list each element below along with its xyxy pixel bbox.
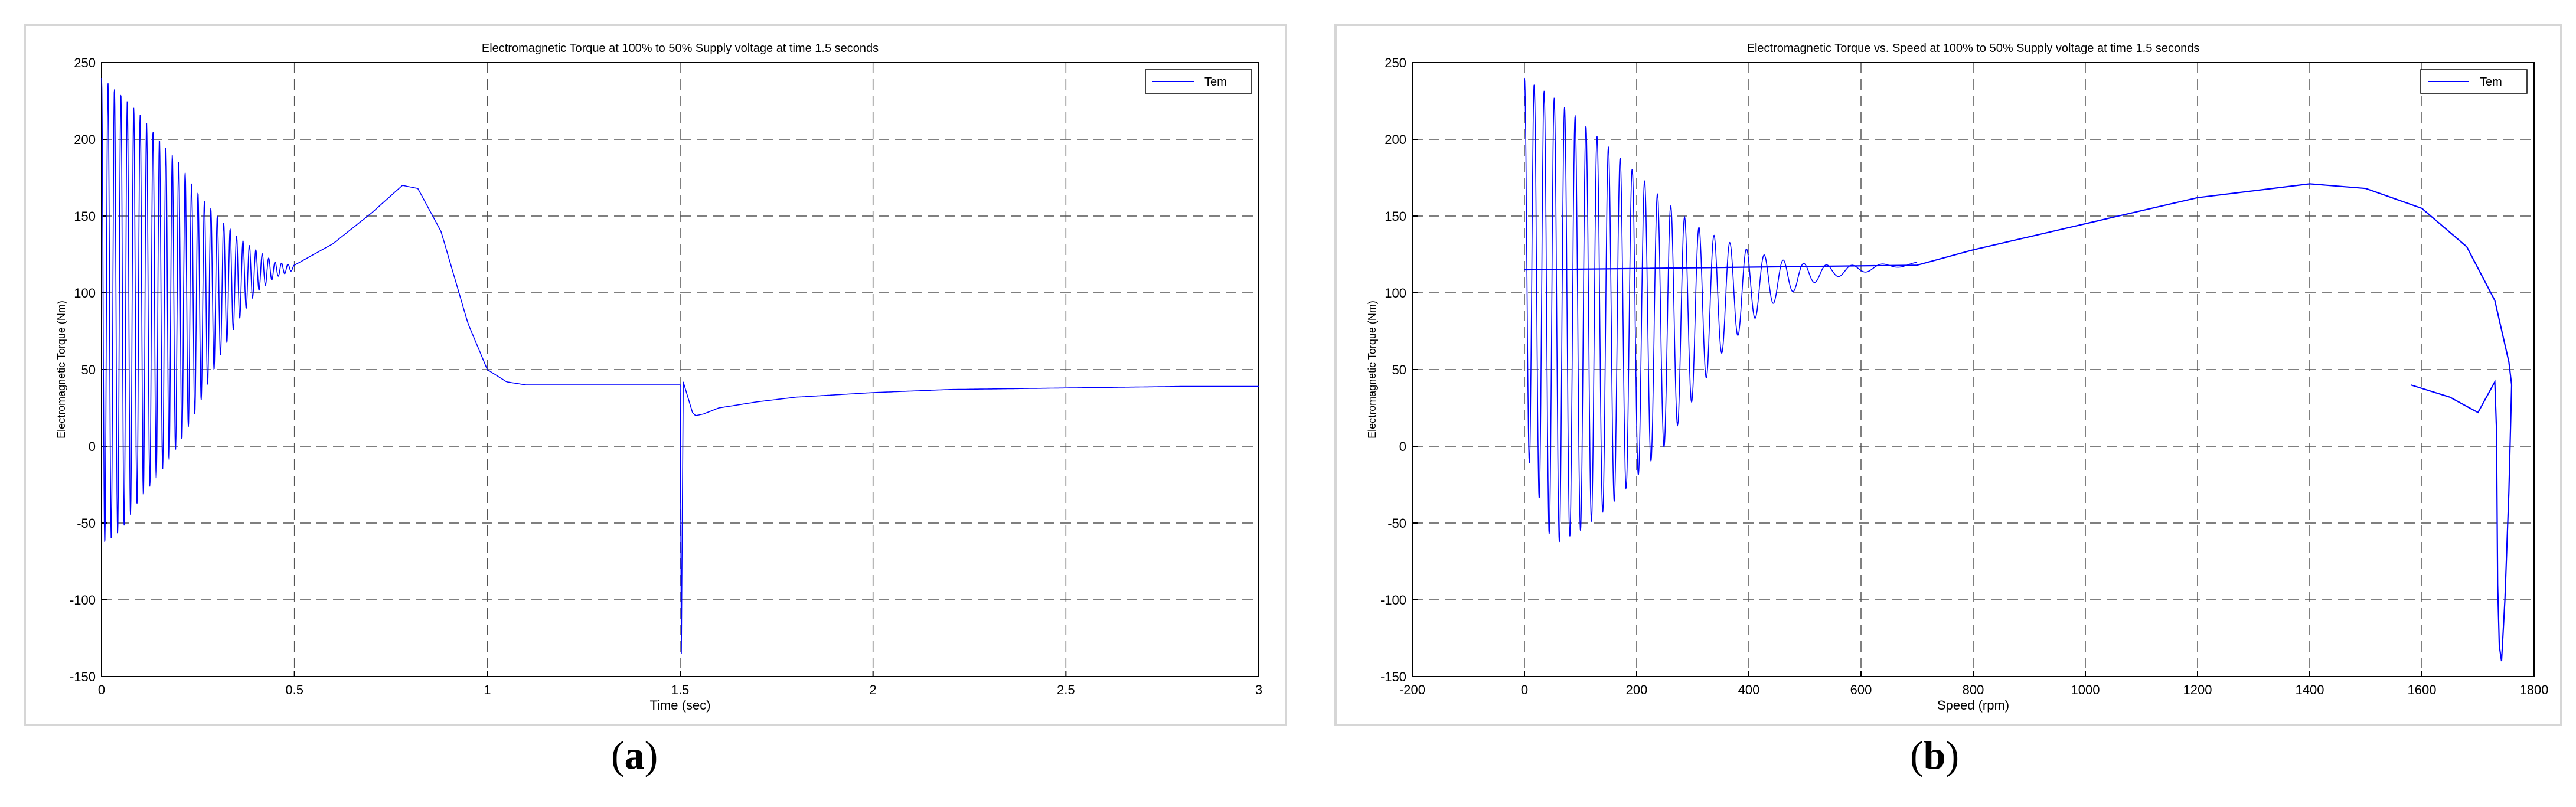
y-tick-label: 50 — [1392, 362, 1406, 377]
x-tick-label: 1800 — [2520, 682, 2549, 697]
x-tick-label: 1400 — [2296, 682, 2324, 697]
y-axis-label: Electromagnetic Torque (Nm) — [55, 300, 67, 439]
series-tem — [101, 77, 1259, 654]
chart-a: Electromagnetic Torque at 100% to 50% Su… — [55, 42, 1262, 713]
y-tick-label: 100 — [74, 286, 96, 300]
x-tick-label: 3 — [1255, 682, 1262, 697]
x-axis-label: Speed (rpm) — [1937, 698, 2009, 713]
panel-a-frame: Electromagnetic Torque at 100% to 50% Su… — [24, 24, 1287, 726]
y-tick-label: 250 — [74, 55, 96, 70]
x-tick-label: 1 — [484, 682, 491, 697]
legend-label: Tem — [1204, 76, 1227, 89]
panel-b-frame: Electromagnetic Torque vs. Speed at 100%… — [1334, 24, 2562, 726]
x-tick-label: 1600 — [2408, 682, 2437, 697]
y-tick-label: -100 — [70, 593, 96, 607]
y-tick-label: 100 — [1385, 286, 1406, 300]
legend-label: Tem — [2480, 76, 2502, 89]
y-tick-label: 250 — [1385, 55, 1406, 70]
series-tem-curve — [1524, 183, 2513, 385]
x-tick-label: 400 — [1738, 682, 1760, 697]
y-tick-label: 200 — [1385, 132, 1406, 147]
y-tick-label: -50 — [1387, 516, 1406, 531]
x-tick-label: 800 — [1963, 682, 1984, 697]
x-tick-label: 1200 — [2183, 682, 2212, 697]
x-tick-label: 200 — [1626, 682, 1648, 697]
y-tick-label: 150 — [1385, 209, 1406, 224]
y-tick-label: 0 — [89, 439, 96, 454]
chart-b: Electromagnetic Torque vs. Speed at 100%… — [1366, 42, 2549, 713]
series-tem-line — [101, 77, 1259, 654]
y-tick-label: 150 — [74, 209, 96, 224]
y-tick-label: -100 — [1380, 593, 1406, 607]
y-tick-label: -50 — [77, 516, 96, 531]
x-tick-label: 1.5 — [671, 682, 690, 697]
y-tick-label: 50 — [81, 362, 96, 377]
x-tick-label: 0 — [1521, 682, 1528, 697]
y-tick-label: 0 — [1399, 439, 1406, 454]
series-tem-oscillation — [1524, 77, 1918, 543]
x-tick-label: 600 — [1850, 682, 1872, 697]
x-tick-label: -200 — [1399, 682, 1425, 697]
y-tick-label: -150 — [70, 669, 96, 684]
panel-label-a: (a) — [611, 733, 658, 777]
series-tem-dip — [2410, 379, 2513, 662]
x-tick-label: 0 — [98, 682, 105, 697]
x-tick-label: 2 — [870, 682, 877, 697]
x-tick-label: 1000 — [2071, 682, 2100, 697]
series-tem — [1524, 77, 2513, 662]
panel-label-b: (b) — [1910, 733, 1960, 777]
y-tick-label: -150 — [1380, 669, 1406, 684]
x-tick-label: 2.5 — [1057, 682, 1075, 697]
chart-title: Electromagnetic Torque at 100% to 50% Su… — [482, 42, 879, 55]
chart-title: Electromagnetic Torque vs. Speed at 100%… — [1747, 42, 2200, 55]
x-tick-label: 0.5 — [285, 682, 303, 697]
y-axis-label: Electromagnetic Torque (Nm) — [1366, 300, 1378, 439]
x-axis-label: Time (sec) — [649, 698, 710, 713]
y-tick-label: 200 — [74, 132, 96, 147]
